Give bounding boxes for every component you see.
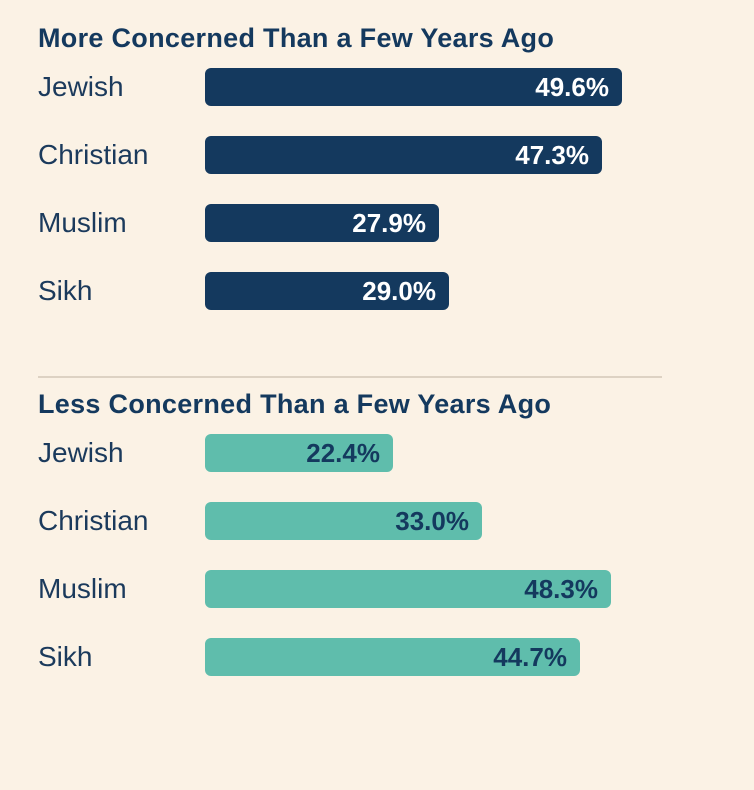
bar-row: Sikh 44.7% [38,638,754,676]
bar-row: Christian 47.3% [38,136,754,174]
bar-row: Jewish 22.4% [38,434,754,472]
bar-row: Muslim 27.9% [38,204,754,242]
category-label-christian: Christian [38,139,149,170]
bar-muslim-less: 48.3% [205,570,611,608]
category-label-sikh: Sikh [38,275,93,306]
bar-jewish-less: 22.4% [205,434,393,472]
section-divider [38,376,662,378]
bar-row: Jewish 49.6% [38,68,754,106]
bar-sikh-more: 29.0% [205,272,449,310]
value-label: 47.3% [515,139,589,170]
bar-jewish-more: 49.6% [205,68,622,106]
chart-more-concerned: More Concerned Than a Few Years Ago Jewi… [38,22,754,310]
bar-christian-less: 33.0% [205,502,482,540]
bar-christian-more: 47.3% [205,136,602,174]
chart-less-concerned: Less Concerned Than a Few Years Ago Jewi… [38,388,754,676]
value-label: 49.6% [535,71,609,102]
bar-row: Muslim 48.3% [38,570,754,608]
value-label: 44.7% [493,641,567,672]
category-label-muslim: Muslim [38,573,127,604]
chart-title-more-concerned: More Concerned Than a Few Years Ago [38,23,555,53]
bar-row: Sikh 29.0% [38,272,754,310]
value-label: 29.0% [362,275,436,306]
value-label: 48.3% [524,573,598,604]
category-label-jewish: Jewish [38,71,124,102]
bar-sikh-less: 44.7% [205,638,580,676]
category-label-muslim: Muslim [38,207,127,238]
bar-muslim-more: 27.9% [205,204,439,242]
chart-title-less-concerned: Less Concerned Than a Few Years Ago [38,389,552,419]
value-label: 27.9% [352,207,426,238]
category-label-christian: Christian [38,505,149,536]
value-label: 22.4% [306,437,380,468]
value-label: 33.0% [395,505,469,536]
category-label-jewish: Jewish [38,437,124,468]
category-label-sikh: Sikh [38,641,93,672]
bar-row: Christian 33.0% [38,502,754,540]
